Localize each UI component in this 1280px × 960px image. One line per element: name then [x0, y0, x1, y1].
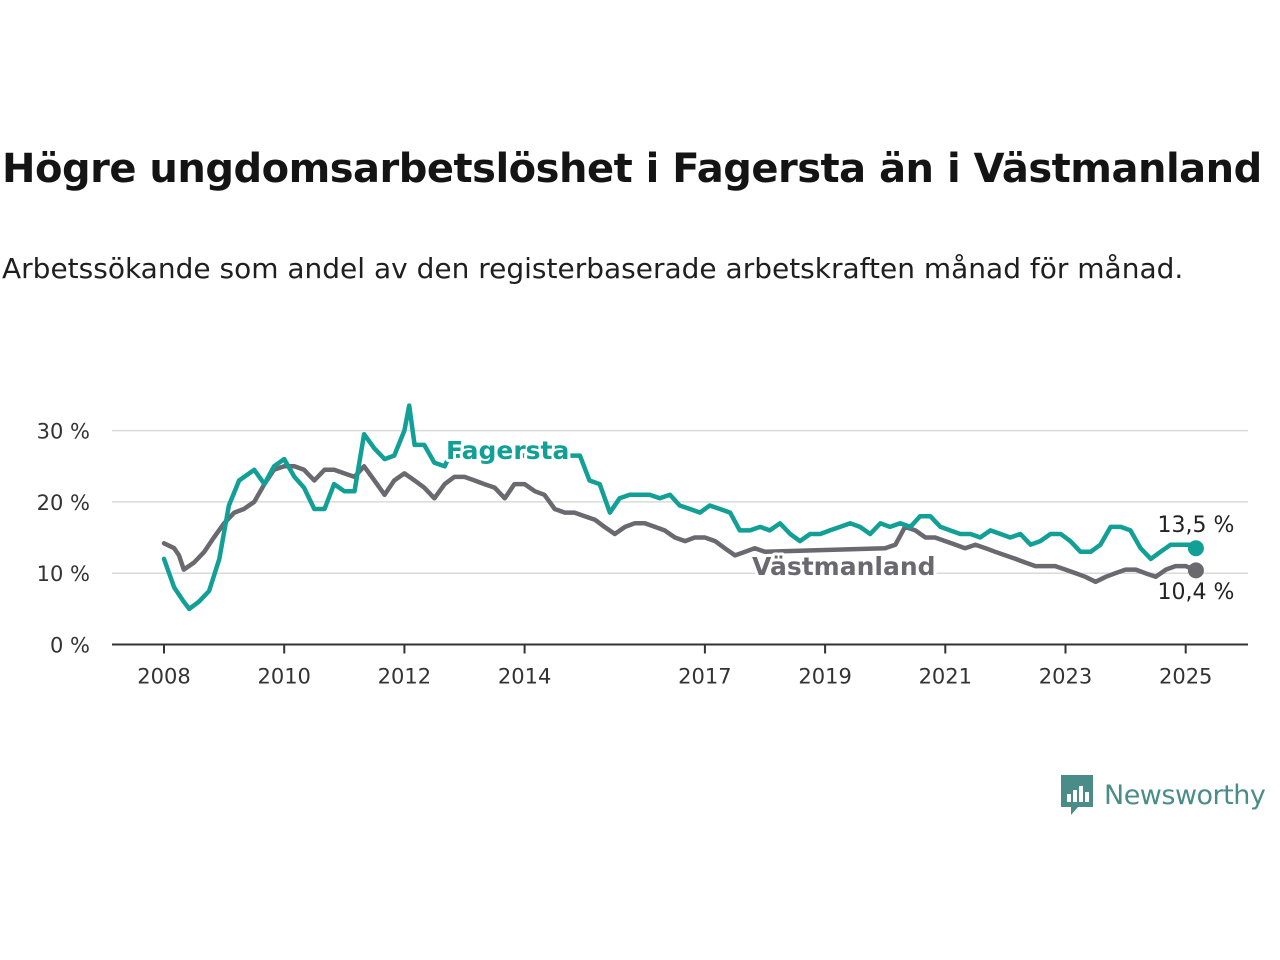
brand-name: Newsworthy	[1104, 779, 1266, 811]
x-tick-label: 2008	[137, 665, 190, 689]
series-end-dot	[1187, 562, 1204, 579]
series-line-vastmanland	[161, 464, 1199, 585]
chart-title: Högre ungdomsarbetslöshet i Fagersta än …	[2, 146, 1262, 192]
x-tick-label: 2012	[378, 665, 431, 689]
x-tick-label: 2017	[678, 665, 731, 689]
y-tick-label: 20 %	[37, 491, 90, 515]
y-tick-label: 30 %	[37, 420, 90, 444]
x-tick-label: 2023	[1039, 665, 1092, 689]
series-line-fagersta	[161, 403, 1199, 612]
x-tick-label: 2010	[257, 665, 310, 689]
line-chart: 0 % 10 % 20 % 30 % 2008 2010 2012 2014 2017 2019 2…	[37, 403, 1248, 689]
series-label-vastmanland: Västmanland	[752, 552, 936, 581]
series-labels: Fagersta Västmanland 13,5 % 10,4 %	[443, 433, 1237, 608]
series-lines	[161, 403, 1204, 612]
newsworthy-logo-icon	[1061, 775, 1093, 815]
end-value-label-fagersta: 13,5 %	[1158, 513, 1235, 538]
x-tick-label: 2021	[919, 665, 972, 689]
y-tick-label: 0 %	[50, 634, 90, 658]
chart-subtitle: Arbetssökande som andel av den registerb…	[2, 252, 1184, 285]
y-tick-label: 10 %	[37, 562, 90, 586]
x-tick-label: 2019	[798, 665, 851, 689]
series-end-dot	[1187, 540, 1204, 557]
axes: 0 % 10 % 20 % 30 % 2008 2010 2012 2014 2017 2019 2…	[37, 420, 1248, 689]
x-tick-label: 2014	[498, 665, 551, 689]
series-label-fagersta: Fagersta	[446, 436, 569, 465]
grid-lines	[112, 429, 1248, 574]
x-tick-label: 2025	[1159, 665, 1212, 689]
end-value-label-vastmanland: 10,4 %	[1158, 580, 1235, 605]
newsworthy-brand[interactable]: Newsworthy	[1058, 772, 1266, 818]
